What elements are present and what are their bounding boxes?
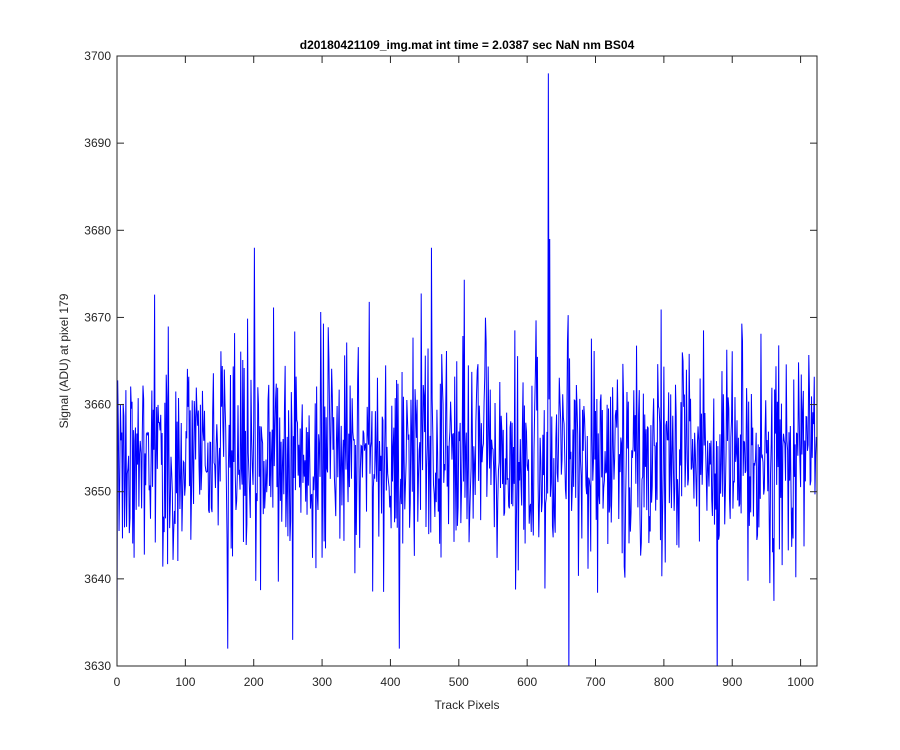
y-tick-label: 3670 <box>84 310 111 324</box>
x-tick-label: 300 <box>312 675 332 689</box>
y-tick-label: 3630 <box>84 659 111 673</box>
x-tick-label: 600 <box>517 675 537 689</box>
x-tick-label: 200 <box>244 675 264 689</box>
x-tick-label: 500 <box>449 675 469 689</box>
x-tick-label: 400 <box>380 675 400 689</box>
x-tick-label: 0 <box>114 675 121 689</box>
x-tick-label: 1000 <box>787 675 814 689</box>
x-tick-label: 100 <box>175 675 195 689</box>
signal-line <box>117 73 817 666</box>
y-axis-label: Signal (ADU) at pixel 179 <box>57 293 71 428</box>
y-tick-label: 3660 <box>84 398 111 412</box>
chart-title: d20180421109_img.mat int time = 2.0387 s… <box>300 38 635 52</box>
y-tick-label: 3690 <box>84 136 111 150</box>
x-tick-label: 700 <box>586 675 606 689</box>
axes-box <box>116 55 818 667</box>
x-axis-label: Track Pixels <box>435 698 500 712</box>
y-tick-label: 3640 <box>84 572 111 586</box>
y-tick-label: 3680 <box>84 223 111 237</box>
x-tick-label: 900 <box>722 675 742 689</box>
plot-background <box>117 56 817 666</box>
series-layer <box>117 73 817 666</box>
tick-layer: 0 100 200 300 400 500 600 700 800 900 1000 3630 3640… <box>84 49 817 689</box>
x-tick-label: 800 <box>654 675 674 689</box>
y-tick-label: 3700 <box>84 49 111 63</box>
y-tick-label: 3650 <box>84 485 111 499</box>
